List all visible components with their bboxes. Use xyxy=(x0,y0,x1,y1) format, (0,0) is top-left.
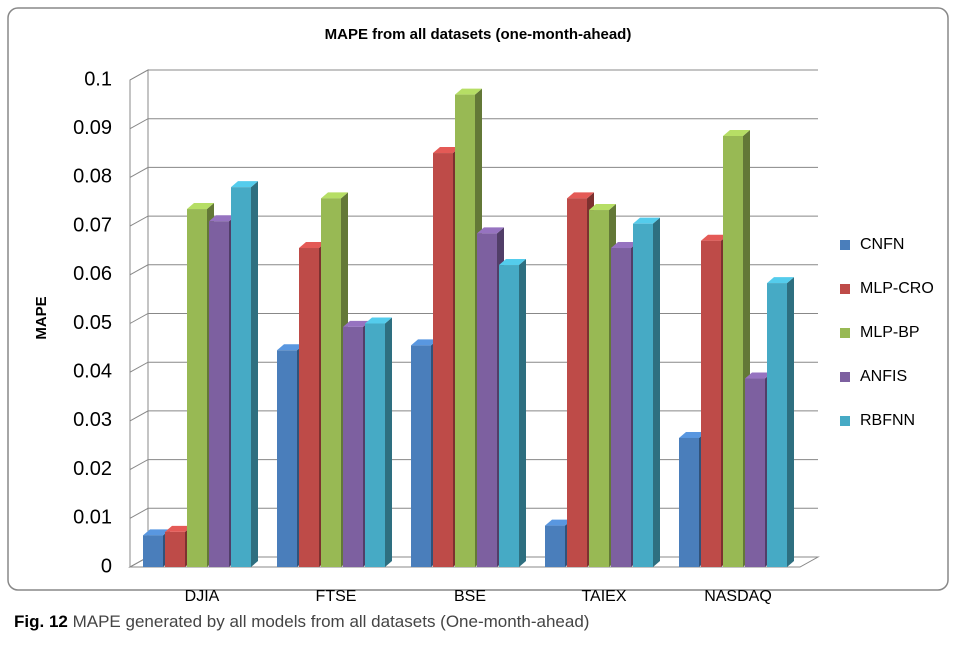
bar-side xyxy=(787,277,794,567)
bar-top xyxy=(433,147,460,154)
bar-top xyxy=(679,431,706,438)
legend-label: CNFN xyxy=(860,236,904,253)
bar xyxy=(589,210,609,568)
grid-line xyxy=(129,118,818,130)
caption-text: MAPE generated by all models from all da… xyxy=(73,612,590,631)
bar-side xyxy=(653,217,660,568)
legend-swatch xyxy=(840,416,850,426)
bar xyxy=(679,437,699,567)
bar-top xyxy=(499,259,526,266)
bar-top xyxy=(299,242,326,249)
x-tick-label: FTSE xyxy=(316,588,357,605)
bar-top xyxy=(567,192,594,199)
bar xyxy=(433,153,453,568)
legend-swatch xyxy=(840,240,850,250)
y-tick-label: 0.03 xyxy=(73,409,112,431)
bar-side xyxy=(519,259,526,567)
bar xyxy=(701,240,721,567)
bar-top xyxy=(767,277,794,284)
y-tick-label: 0 xyxy=(101,555,112,577)
x-tick-label: DJIA xyxy=(185,588,220,605)
bar xyxy=(567,198,587,567)
bar-top xyxy=(411,339,438,346)
x-tick-label: BSE xyxy=(454,588,486,605)
bar xyxy=(477,233,497,567)
legend-label: MLP-CRO xyxy=(860,280,934,297)
x-tick-label: NASDAQ xyxy=(704,588,772,605)
bar-top xyxy=(231,181,258,188)
bar xyxy=(499,265,519,567)
grid-line xyxy=(129,69,818,81)
bar xyxy=(321,198,341,567)
bar xyxy=(277,350,297,567)
bar xyxy=(633,223,653,568)
bar-top xyxy=(745,372,772,379)
bar-top xyxy=(455,88,482,95)
bar xyxy=(545,525,565,567)
bar-top xyxy=(477,227,504,234)
x-tick-label: TAIEX xyxy=(581,588,626,605)
bar-top xyxy=(165,525,192,532)
bar-top xyxy=(589,204,616,211)
bar xyxy=(187,209,207,567)
y-tick-label: 0.02 xyxy=(73,458,112,480)
bar xyxy=(143,535,163,567)
caption-label: Fig. 12 xyxy=(14,612,68,631)
y-tick-label: 0.08 xyxy=(73,166,112,188)
bar-top xyxy=(701,234,728,241)
y-tick-label: 0.04 xyxy=(73,360,112,382)
bar-top xyxy=(723,130,750,137)
bar-top xyxy=(187,203,214,210)
bar-side xyxy=(251,181,258,567)
bar-top xyxy=(343,320,370,327)
legend-label: MLP-BP xyxy=(860,324,920,341)
legend-label: RBFNN xyxy=(860,412,915,429)
bar-top xyxy=(633,217,660,224)
bar xyxy=(745,378,765,567)
y-tick-label: 0.05 xyxy=(73,312,112,334)
y-tick-label: 0.09 xyxy=(73,117,112,139)
bar xyxy=(723,136,743,567)
caption: Fig. 12 MAPE generated by all models fro… xyxy=(14,612,589,631)
legend-swatch xyxy=(840,284,850,294)
legend-swatch xyxy=(840,372,850,382)
bar-top xyxy=(143,529,170,536)
bar-top xyxy=(209,215,236,222)
legend-swatch xyxy=(840,328,850,338)
grid-line xyxy=(129,166,818,178)
bar-top xyxy=(321,192,348,199)
bar xyxy=(209,221,229,568)
bar xyxy=(767,283,787,567)
bar xyxy=(611,248,631,567)
y-tick-label: 0.07 xyxy=(73,214,112,236)
bar-top xyxy=(611,242,638,249)
bar-top xyxy=(545,519,572,526)
y-tick-label: 0.01 xyxy=(73,507,112,529)
bar xyxy=(343,326,363,567)
bar-top xyxy=(365,317,392,324)
bar-top xyxy=(277,344,304,351)
y-axis-title: MAPE xyxy=(33,296,50,339)
bar xyxy=(365,323,385,567)
bar xyxy=(165,531,185,567)
chart-title: MAPE from all datasets (one-month-ahead) xyxy=(325,26,632,43)
bar xyxy=(231,187,251,567)
y-tick-label: 0.06 xyxy=(73,263,112,285)
bar xyxy=(299,248,319,567)
bar xyxy=(455,94,475,568)
bar-side xyxy=(385,317,392,567)
y-tick-label: 0.1 xyxy=(84,68,112,90)
legend-label: ANFIS xyxy=(860,368,907,385)
bar xyxy=(411,345,431,567)
